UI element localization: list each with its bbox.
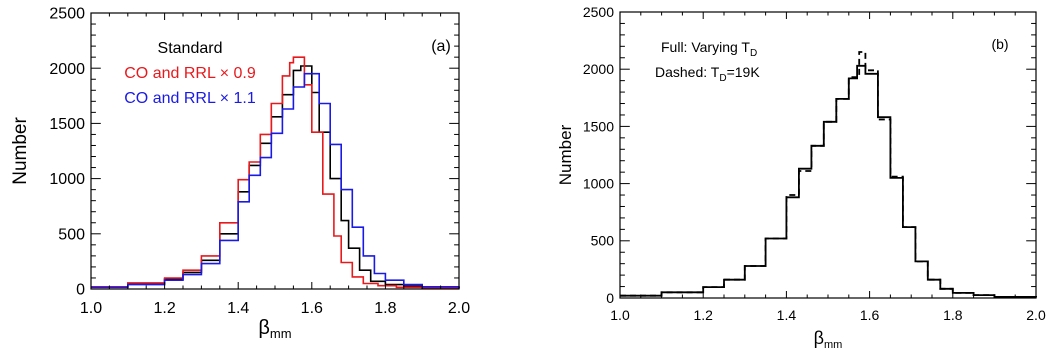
y-tick-label: 500 xyxy=(58,226,85,243)
panel-label: (b) xyxy=(991,36,1008,52)
legend-entry: CO and RRL × 0.9 xyxy=(124,65,256,82)
series-line-2 xyxy=(91,56,460,289)
legend-entry: Full: Varying TD xyxy=(661,39,757,59)
x-tick-label: 1.4 xyxy=(777,307,797,323)
legend-entry: Dashed: TD=19K xyxy=(655,64,760,84)
legend-text: CO and RRL × 1.1 xyxy=(124,90,256,107)
x-tick-label: 1.8 xyxy=(943,307,963,323)
y-tick-label: 500 xyxy=(591,233,615,249)
x-tick-label: 2.0 xyxy=(1026,307,1046,323)
series-line-2 xyxy=(620,51,1037,298)
x-axis-label-subscript: mm xyxy=(824,339,842,351)
x-axis-label-beta: β xyxy=(258,317,270,339)
y-tick-label: 1500 xyxy=(583,118,614,134)
legend-entry: CO and RRL × 1.1 xyxy=(124,90,256,107)
y-tick-label: 2500 xyxy=(583,4,614,20)
legend-text: Standard xyxy=(158,40,223,57)
x-axis-label-subscript: mm xyxy=(270,326,292,341)
chart-panel-b: 1.0 1.2 1.4 1.6 1.8 2.0 0 500 1000 1500 2000 2500 βm… xyxy=(556,4,1046,351)
x-axis-label-beta: β xyxy=(814,328,824,348)
legend-text: Dashed: T xyxy=(655,64,720,80)
x-tick-label: 1.2 xyxy=(693,307,713,323)
x-tick-label: 1.6 xyxy=(301,300,323,317)
legend-tail: =19K xyxy=(727,64,761,80)
x-axis-label: βmm xyxy=(258,317,291,341)
y-axis-label: Number xyxy=(556,124,575,185)
x-axis-label: βmm xyxy=(814,328,843,351)
y-tick-label: 0 xyxy=(76,282,85,299)
y-tick-label: 1000 xyxy=(49,171,85,188)
x-tick-label: 1.0 xyxy=(80,300,102,317)
x-tick-label: 1.8 xyxy=(374,300,396,317)
x-tick-label: 1.4 xyxy=(227,300,249,317)
panel-label: (a) xyxy=(431,38,451,55)
plot-frame xyxy=(90,12,460,290)
legend-subscript: D xyxy=(750,48,757,59)
y-tick-label: 2000 xyxy=(583,61,614,77)
x-tick-label: 1.0 xyxy=(610,307,630,323)
legend-entry: Standard xyxy=(158,40,223,57)
y-tick-label: 1500 xyxy=(49,116,85,133)
x-tick-label: 2.0 xyxy=(448,300,470,317)
y-tick-label: 1000 xyxy=(583,176,614,192)
y-tick-label: 2500 xyxy=(49,6,85,23)
series-line-1 xyxy=(620,64,1037,298)
y-tick-label: 0 xyxy=(606,290,614,306)
legend-text: CO and RRL × 0.9 xyxy=(124,65,256,82)
legend-subscript: D xyxy=(719,73,726,84)
y-axis-label: Number xyxy=(10,117,31,185)
x-tick-label: 1.6 xyxy=(860,307,880,323)
x-tick-label: 1.2 xyxy=(153,300,175,317)
y-tick-label: 2000 xyxy=(49,61,85,78)
chart-panel-a: 1.0 1.2 1.4 1.6 1.8 2.0 0 500 1000 1500 2000 2500 βm… xyxy=(10,6,470,341)
series-line-3 xyxy=(91,72,460,289)
legend-text: Full: Varying T xyxy=(661,39,750,55)
